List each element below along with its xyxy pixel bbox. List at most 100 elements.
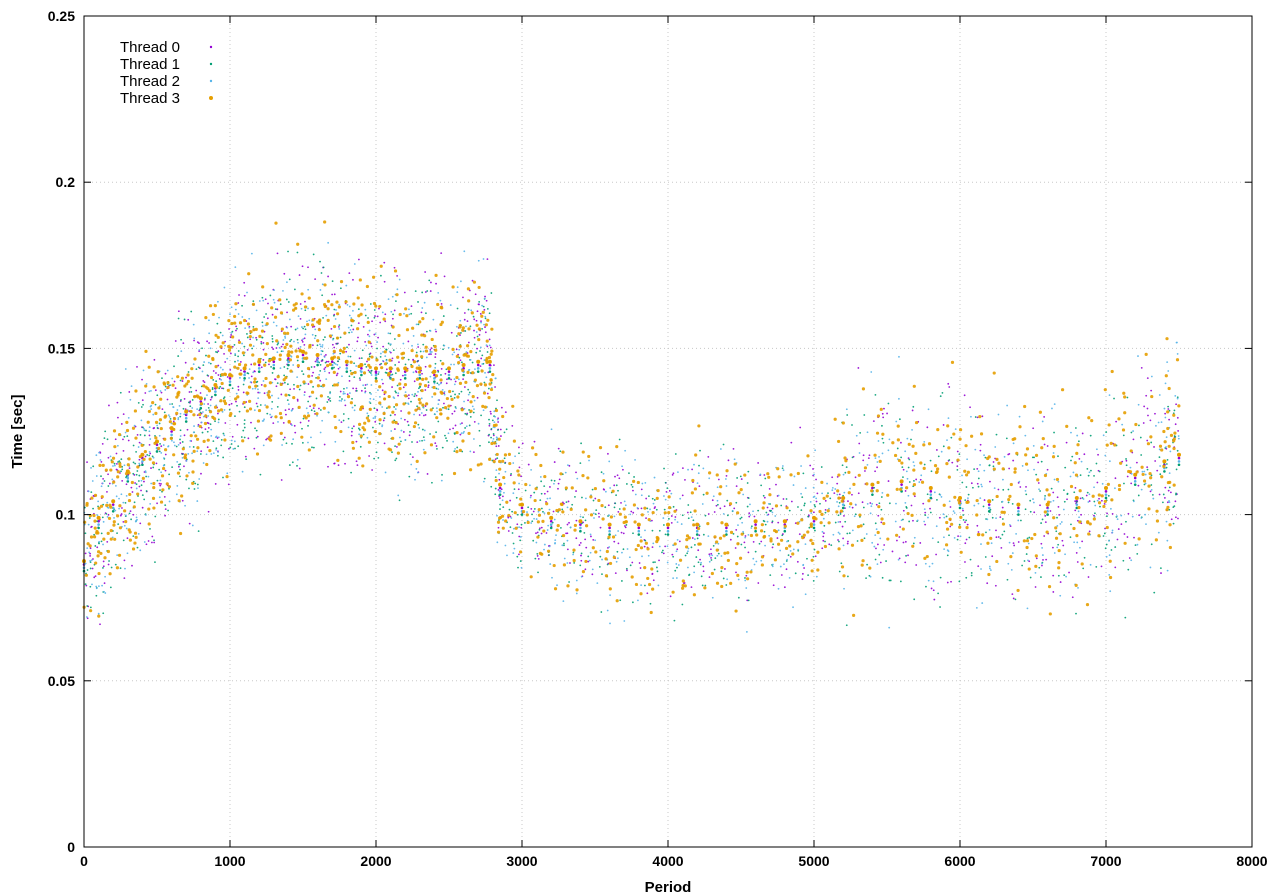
scatter-dot [262,444,265,447]
scatter-dot [883,544,886,546]
scatter-dot [313,410,316,413]
scatter-dot [215,448,217,451]
scatter-dot [973,504,976,507]
scatter-dot [666,561,669,564]
scatter-dot [1095,462,1098,465]
scatter-dot [863,414,866,416]
scatter-dot [558,478,561,481]
scatter-dot [620,580,623,582]
scatter-dot [356,340,359,343]
scatter-dot [204,428,207,431]
scatter-dot [1108,554,1111,557]
scatter-dot [1031,456,1034,459]
scatter-dot [129,398,132,401]
scatter-dot [617,557,619,560]
scatter-dot [473,318,476,321]
scatter-dot [89,609,93,613]
scatter-dot [1157,531,1160,534]
scatter-dot [740,478,743,480]
scatter-dot [376,341,379,343]
scatter-dot [191,481,195,485]
scatter-dot [256,419,261,423]
scatter-dot [786,558,788,561]
scatter-dot [302,338,305,340]
scatter-dot [416,360,419,363]
scatter-dot [913,598,916,601]
scatter-dot [389,332,392,335]
scatter-dot [301,427,303,430]
data-point [287,360,290,363]
scatter-dot [379,352,382,355]
scatter-dot [366,436,369,439]
scatter-dot [871,541,874,544]
scatter-dot [879,537,882,540]
scatter-dot [604,574,609,578]
scatter-dot [493,410,496,413]
scatter-dot [283,374,286,377]
data-point [316,363,319,367]
scatter-dot [359,379,362,381]
scatter-dot [820,480,824,485]
scatter-dot [337,325,340,328]
scatter-dot [88,544,92,548]
scatter-dot [1160,421,1163,424]
scatter-dot [370,345,373,348]
scatter-dot [278,411,283,416]
scatter-dot [1097,493,1101,497]
scatter-dot [1122,434,1125,437]
scatter-dot [181,456,184,459]
scatter-dot [929,459,932,462]
scatter-dot [343,387,345,390]
scatter-dot [1169,450,1172,453]
scatter-dot [842,574,846,578]
scatter-dot [923,520,926,523]
scatter-dot [919,478,922,481]
scatter-dot [323,220,327,224]
scatter-dot [393,266,396,269]
scatter-dot [127,479,129,482]
scatter-dot [1011,552,1014,554]
scatter-dot [579,541,582,544]
scatter-dot [93,519,97,523]
scatter-dot [347,417,350,420]
scatter-dot [498,497,501,499]
scatter-dot [1070,523,1072,526]
scatter-dot [420,333,424,337]
scatter-dot [207,415,210,417]
scatter-dot [424,291,427,293]
scatter-dot [581,496,583,499]
scatter-dot [282,378,286,382]
scatter-dot [1168,499,1170,502]
scatter-dot [911,544,915,548]
scatter-dot [681,583,685,588]
scatter-dot [98,463,102,467]
scatter-dot [561,450,565,454]
scatter-dot [650,567,654,571]
scatter-dot [115,495,118,498]
scatter-dot [733,462,737,466]
scatter-dot [862,523,865,526]
scatter-dot [672,555,675,558]
scatter-dot [1027,542,1030,545]
data-point [111,506,115,510]
scatter-dot [786,540,788,543]
scatter-dot [397,494,400,497]
scatter-dot [158,422,161,425]
scatter-dot [241,470,244,473]
scatter-dot [924,514,927,516]
scatter-dot [865,533,868,535]
scatter-dot [407,424,410,427]
scatter-dot [859,432,862,434]
scatter-dot [708,553,711,556]
scatter-dot [243,406,246,409]
scatter-dot [658,559,660,562]
scatter-dot [708,560,711,563]
scatter-dot [443,406,448,410]
scatter-dot [478,301,481,303]
scatter-dot [988,528,991,531]
scatter-dot [1153,446,1155,448]
scatter-dot [416,441,419,444]
scatter-dot [242,400,246,405]
scatter-dot [205,453,208,456]
scatter-dot [812,511,815,514]
